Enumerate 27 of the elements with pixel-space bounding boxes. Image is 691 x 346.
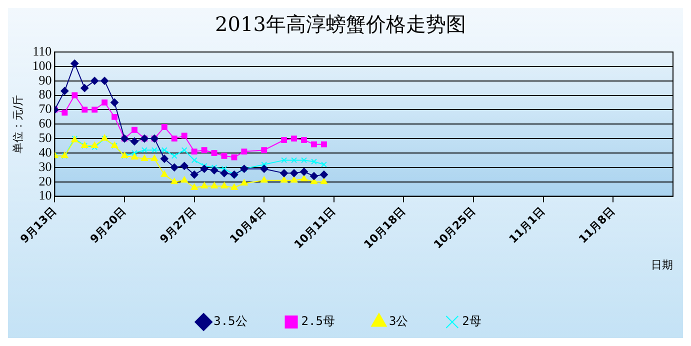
y-tick-label: 30 [38, 158, 52, 174]
x-tick-label: 10月11日 [292, 204, 338, 252]
x-tick-label: 11月8日 [576, 204, 618, 246]
legend-label: 2母 [462, 314, 482, 328]
y-tick-label: 50 [38, 130, 52, 145]
x-tick-label: 9月27日 [157, 204, 198, 246]
y-tick-label: 40 [38, 144, 52, 160]
x-tick-label: 10月4日 [227, 204, 268, 246]
y-tick-label: 60 [38, 116, 52, 131]
x-tick-label: 9月13日 [18, 204, 59, 246]
x-tick-label: 11月1日 [506, 204, 548, 246]
x-axis-title: 日期 [651, 258, 673, 272]
y-tick-label: 80 [38, 86, 52, 102]
y-tick-label: 10 [38, 188, 52, 203]
y-tick-label: 20 [38, 173, 52, 188]
legend-label: 3公 [388, 314, 408, 328]
y-tick-label: 110 [32, 43, 52, 58]
y-axis-title: 单位：元/斤 [11, 94, 24, 154]
y-tick-label: 90 [38, 72, 52, 88]
x-tick-label: 10月25日 [431, 204, 478, 252]
legend-label: 3.5公 [214, 314, 248, 328]
y-tick-label: 70 [38, 101, 52, 116]
chart-title: 2013年高淳螃蟹价格走势图 [215, 12, 466, 36]
y-tick-label: 100 [32, 58, 52, 73]
x-tick-label: 9月20日 [88, 204, 129, 246]
legend-label: 2.5母 [301, 314, 335, 328]
x-tick-label: 10月18日 [361, 204, 408, 252]
